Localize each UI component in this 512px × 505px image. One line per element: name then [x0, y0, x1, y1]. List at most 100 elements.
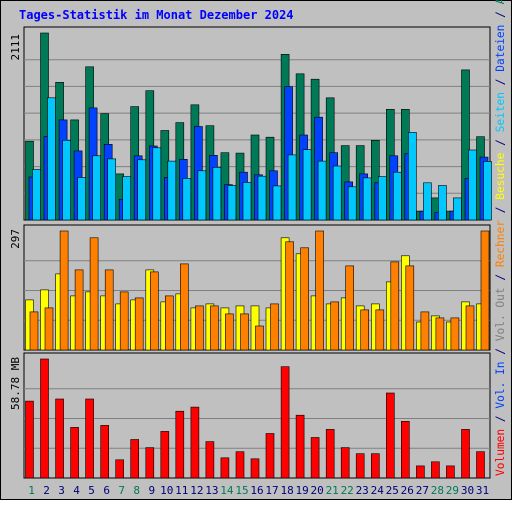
bar-rechner-day-2: [44, 307, 54, 351]
day-label: 2: [43, 484, 50, 497]
day-label: 18: [280, 484, 293, 497]
bar-seiten-day-31: [483, 161, 492, 221]
bar-rechner-day-20: [315, 230, 324, 351]
bar-rechner-day-14: [225, 313, 234, 351]
bar-seiten-day-27: [423, 182, 432, 221]
legend-part: /: [494, 4, 507, 24]
bar-volumen-day-31: [476, 451, 485, 479]
bar-seiten-day-8: [137, 159, 146, 221]
day-label: 15: [235, 484, 248, 497]
day-label: 25: [386, 484, 399, 497]
legend-part: /: [494, 341, 507, 361]
bar-rechner-day-29: [450, 317, 460, 351]
day-label: 19: [295, 484, 308, 497]
bar-seiten-day-14: [227, 185, 237, 221]
legend-part: /: [494, 409, 507, 429]
bar-seiten-day-20: [317, 160, 327, 221]
bar-seiten-day-1: [32, 169, 41, 221]
day-label: 27: [416, 484, 429, 497]
bar-volumen-day-11: [175, 410, 185, 479]
bar-volumen-day-27: [416, 465, 425, 479]
bar-seiten-day-26: [407, 132, 417, 221]
bar-volumen-day-4: [70, 427, 79, 479]
day-label: 17: [265, 484, 278, 497]
bar-rechner-day-30: [465, 305, 475, 351]
day-label: 4: [73, 484, 80, 497]
chart-title: Tages-Statistik im Monat Dezember 2024: [19, 8, 294, 22]
bar-rechner-day-11: [180, 263, 189, 351]
bar-seiten-day-16: [257, 175, 267, 221]
day-label: 13: [205, 484, 218, 497]
bar-rechner-day-24: [375, 309, 385, 351]
bar-seiten-day-3: [62, 140, 71, 221]
bar-volumen-day-18: [280, 366, 290, 479]
bar-volumen-day-7: [115, 459, 124, 479]
bar-seiten-day-30: [468, 149, 477, 221]
bar-rechner-day-8: [134, 297, 144, 351]
bar-volumen-day-20: [310, 437, 320, 479]
day-label: 6: [103, 484, 110, 497]
legend-part: /: [494, 72, 507, 92]
bar-seiten-day-7: [122, 176, 131, 221]
day-label: 10: [160, 484, 173, 497]
bar-seiten-day-2: [47, 97, 56, 221]
bar-seiten-day-15: [242, 182, 252, 221]
bar-rechner-day-31: [480, 230, 490, 351]
y-max-label-top: 2111: [9, 34, 22, 61]
bar-rechner-day-6: [104, 269, 114, 351]
bar-volumen-day-28: [431, 461, 440, 479]
day-label: 16: [250, 484, 263, 497]
bar-rechner-day-15: [240, 313, 249, 351]
bar-seiten-day-9: [152, 147, 162, 221]
day-label: 26: [401, 484, 414, 497]
bar-volumen-day-21: [325, 429, 335, 479]
bar-volumen-day-3: [55, 398, 64, 479]
day-label: 8: [133, 484, 140, 497]
bar-volumen-day-29: [446, 465, 455, 479]
y-max-label-middle: 297: [9, 229, 22, 249]
bar-seiten-day-25: [392, 171, 402, 221]
day-label: 3: [58, 484, 65, 497]
bar-volumen-day-9: [145, 447, 155, 479]
bar-seiten-day-12: [197, 170, 207, 221]
bar-rechner-day-26: [405, 265, 415, 351]
bar-volumen-day-19: [295, 414, 305, 479]
day-label: 20: [310, 484, 323, 497]
bar-volumen-day-12: [190, 406, 200, 479]
bar-volumen-day-8: [130, 439, 139, 479]
bar-rechner-day-23: [360, 309, 370, 351]
bar-rechner-day-16: [255, 325, 264, 351]
bar-seiten-day-4: [77, 177, 86, 221]
legend-part: Anfragen: [494, 0, 507, 4]
bar-rechner-day-19: [300, 247, 309, 351]
bar-rechner-day-18: [285, 241, 294, 351]
bar-volumen-day-2: [40, 358, 49, 479]
day-label: 24: [371, 484, 385, 497]
bar-rechner-day-28: [435, 317, 445, 351]
day-label: 21: [326, 484, 339, 497]
bar-rechner-day-10: [165, 295, 174, 351]
day-label: 22: [341, 484, 354, 497]
day-label: 11: [175, 484, 188, 497]
bar-rechner-day-12: [195, 305, 204, 351]
bar-seiten-day-28: [438, 185, 447, 221]
legend-part: Volumen: [494, 429, 507, 476]
bar-volumen-day-10: [160, 431, 170, 479]
bar-seiten-day-29: [453, 197, 462, 221]
bar-volumen-day-17: [265, 433, 275, 479]
bar-volumen-day-14: [220, 457, 230, 479]
bar-seiten-day-5: [92, 155, 101, 221]
bar-rechner-day-5: [89, 237, 99, 351]
bar-volumen-day-5: [85, 398, 94, 479]
bar-seiten-day-22: [347, 186, 357, 221]
day-label: 28: [431, 484, 444, 497]
bar-volumen-day-30: [461, 429, 470, 479]
bar-rechner-day-25: [390, 261, 400, 351]
bar-seiten-day-18: [287, 154, 297, 221]
bar-rechner-day-7: [119, 291, 129, 351]
bar-volumen-day-26: [400, 420, 410, 479]
bar-seiten-day-19: [302, 149, 312, 221]
bar-volumen-day-13: [205, 441, 215, 479]
